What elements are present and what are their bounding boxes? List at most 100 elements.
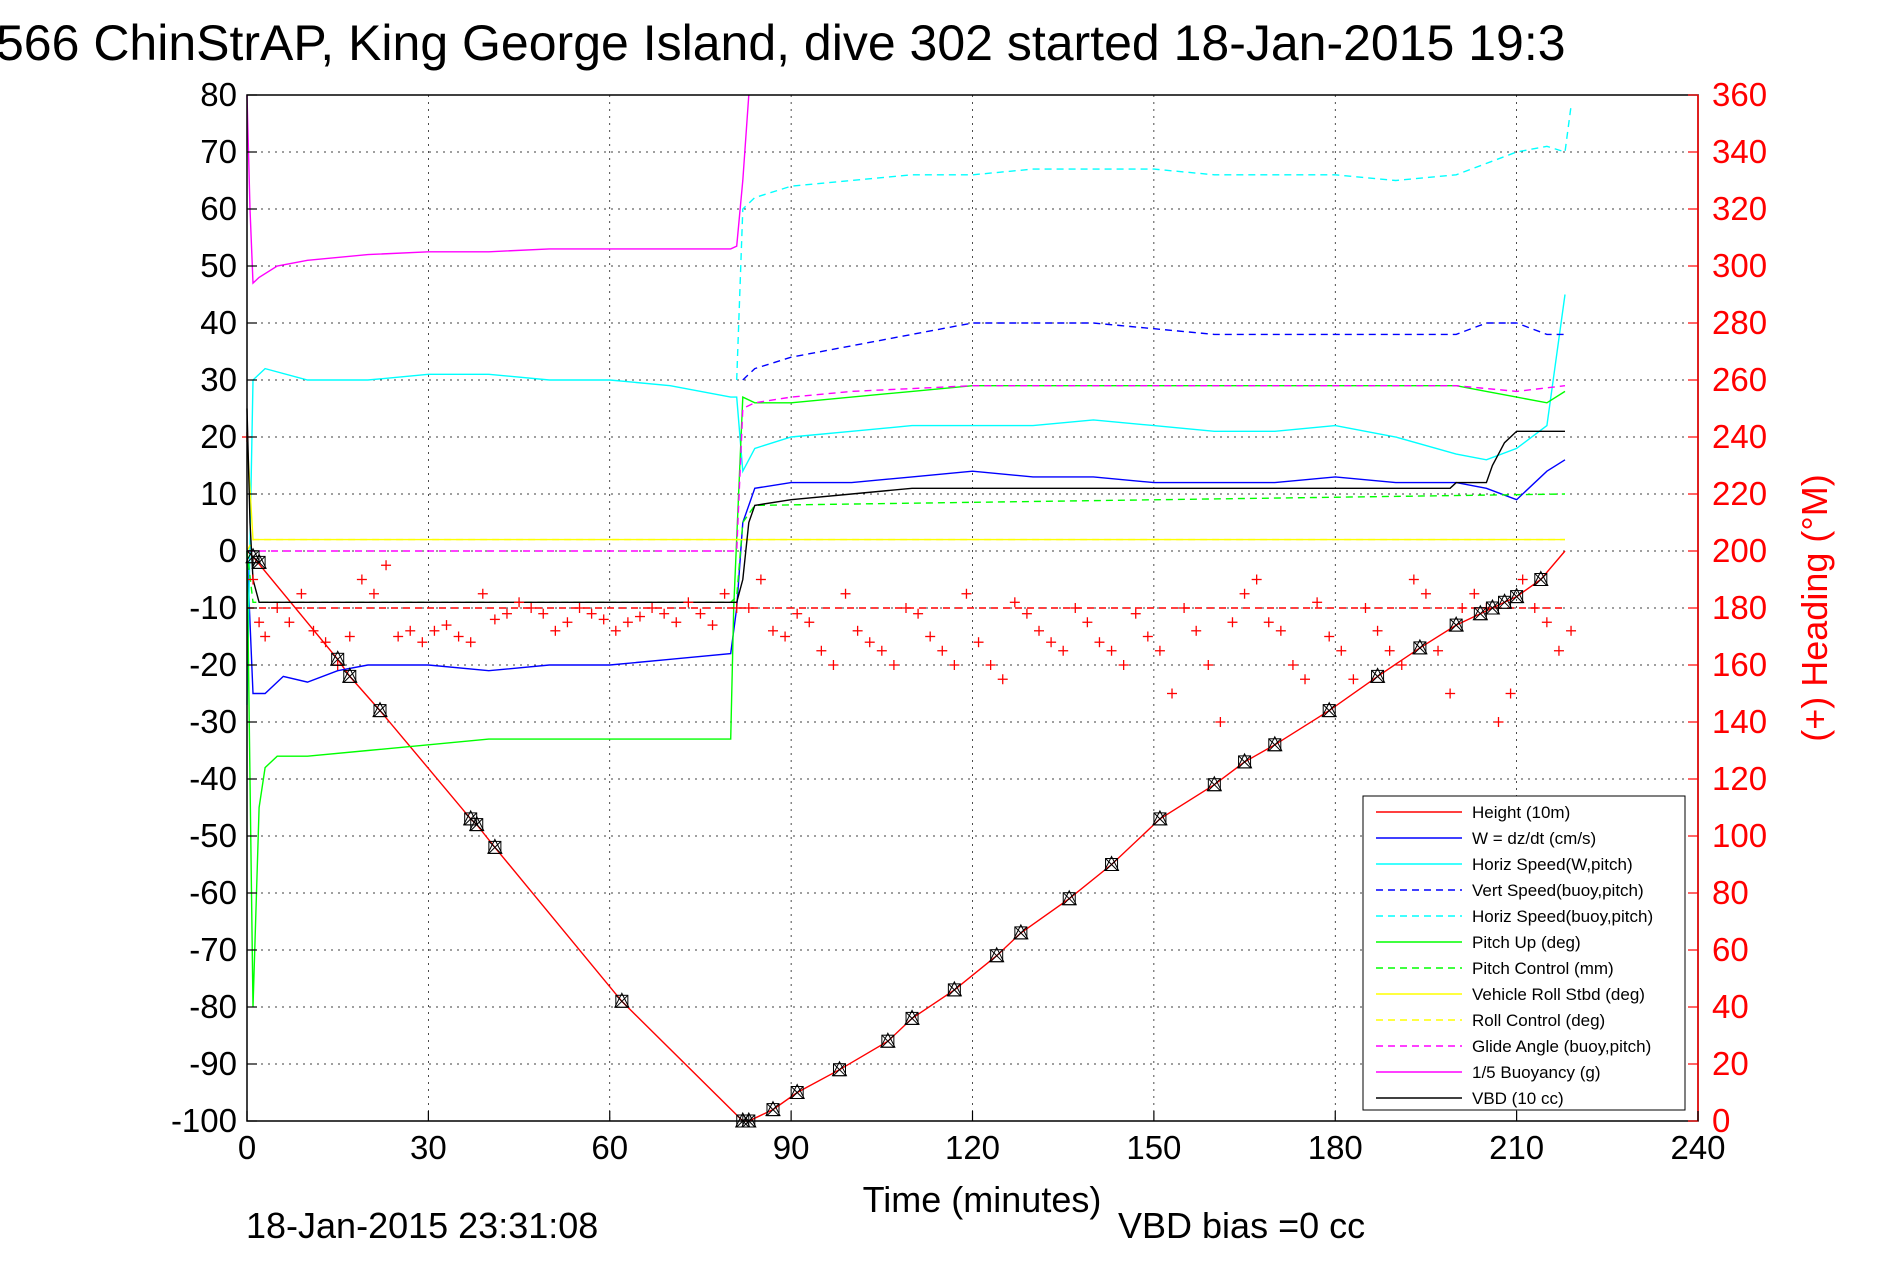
y-right-tick-label: 200 (1712, 532, 1767, 569)
x-tick-label: 0 (238, 1129, 256, 1166)
heading-point (1179, 603, 1190, 613)
heading-point (260, 631, 271, 642)
heading-point (1505, 688, 1516, 699)
heading-point (501, 608, 512, 619)
x-axis-ticks: 0 30 60 90 120 150 180 210 240 (238, 1111, 1726, 1166)
heading-point (1324, 631, 1335, 642)
heading-point (1215, 717, 1226, 727)
heading-point (1130, 608, 1141, 619)
heading-point (1239, 588, 1250, 599)
y-tick-label: -70 (189, 931, 237, 968)
heading-point (1275, 625, 1286, 636)
heading-point (538, 608, 549, 619)
heading-point (465, 637, 476, 648)
y-right-tick-label: 340 (1712, 133, 1767, 170)
heading-point (1408, 574, 1419, 585)
y-right-tick-label: 300 (1712, 247, 1767, 284)
series-line-10 (246, 94, 750, 285)
heading-point (248, 574, 259, 585)
heading-point (973, 637, 984, 648)
heading-point (272, 603, 283, 613)
heading-point (1070, 603, 1081, 613)
y-tick-label: 40 (200, 304, 237, 341)
heading-point (1021, 608, 1032, 619)
heading-point (1167, 688, 1178, 699)
heading-point (1300, 674, 1311, 685)
legend-label: 1/5 Buoyancy (g) (1472, 1063, 1601, 1082)
heading-point (586, 608, 597, 619)
heading-point (949, 660, 960, 670)
height-marker (831, 1060, 848, 1077)
heading-point (1336, 645, 1347, 656)
heading-point (320, 637, 331, 648)
heading-point (393, 631, 404, 642)
x-tick-label: 90 (773, 1129, 810, 1166)
heading-point (1420, 588, 1431, 599)
legend-items: Height (10m) W = dz/dt (cm/s) Horiz Speed(… (1376, 803, 1653, 1108)
heading-point (840, 588, 851, 599)
heading-point (1287, 660, 1298, 670)
y-right-tick-label: 260 (1712, 361, 1767, 398)
footer-vbd-bias: VBD bias =0 cc (1118, 1205, 1365, 1246)
footer-timestamp: 18-Jan-2015 23:31:08 (246, 1205, 598, 1246)
heading-point (695, 608, 706, 619)
heading-point (1312, 597, 1323, 608)
heading-point (1106, 645, 1117, 656)
y-tick-label: 0 (219, 532, 237, 569)
height-marker (1013, 923, 1029, 940)
heading-point (526, 603, 537, 613)
heading-point (1541, 617, 1552, 628)
series-lines (246, 94, 1572, 1122)
y-right-tick-label: 360 (1712, 76, 1767, 113)
heading-point (997, 674, 1008, 685)
heading-point (1263, 617, 1274, 628)
heading-point (743, 603, 754, 613)
heading-point (1009, 597, 1020, 608)
y-axis-right-ticks: 3603403203002802602402202001801601401201… (1688, 76, 1767, 1139)
series-line-4 (736, 106, 1572, 381)
heading-point (1348, 674, 1359, 685)
heading-point (1034, 625, 1045, 636)
heading-point (888, 660, 899, 670)
height-marker (880, 1032, 896, 1048)
heading-point (1058, 645, 1069, 656)
heading-point (900, 603, 911, 613)
y-tick-label: -20 (189, 646, 237, 683)
y-tick-label: -60 (189, 874, 237, 911)
heading-point (671, 617, 682, 628)
height-marker (1448, 615, 1464, 632)
height-marker (988, 946, 1005, 963)
heading-point (731, 603, 742, 613)
heading-point (925, 631, 936, 642)
heading-point (308, 625, 319, 636)
height-marker (329, 650, 346, 666)
heading-point (1566, 625, 1577, 636)
heading-point (816, 645, 827, 656)
heading-point (828, 660, 839, 670)
heading-point (1372, 625, 1383, 636)
heading-point (514, 597, 525, 608)
height-marker (1412, 638, 1428, 655)
y-right-tick-label: 100 (1712, 817, 1767, 854)
height-marker (1206, 775, 1223, 792)
x-tick-label: 60 (591, 1129, 628, 1166)
heading-point (707, 620, 718, 631)
heading-point (344, 631, 355, 642)
heading-point (1118, 660, 1129, 670)
heading-point (913, 608, 924, 619)
heading-points (242, 432, 1577, 727)
y-axis-right-label: (+) Heading (°M) (1794, 474, 1835, 741)
heading-point (1396, 660, 1407, 670)
heading-point (1154, 645, 1165, 656)
series-line-9 (247, 385, 1566, 552)
height-marker (1103, 855, 1120, 871)
heading-point (1251, 574, 1262, 585)
series-line-8 (246, 538, 1565, 552)
y-right-tick-label: 0 (1712, 1102, 1730, 1139)
y-tick-label: -80 (189, 988, 237, 1025)
heading-point (864, 637, 875, 648)
x-tick-label: 30 (410, 1129, 447, 1166)
legend-label: W = dz/dt (cm/s) (1472, 829, 1596, 848)
y-tick-label: 60 (200, 190, 237, 227)
